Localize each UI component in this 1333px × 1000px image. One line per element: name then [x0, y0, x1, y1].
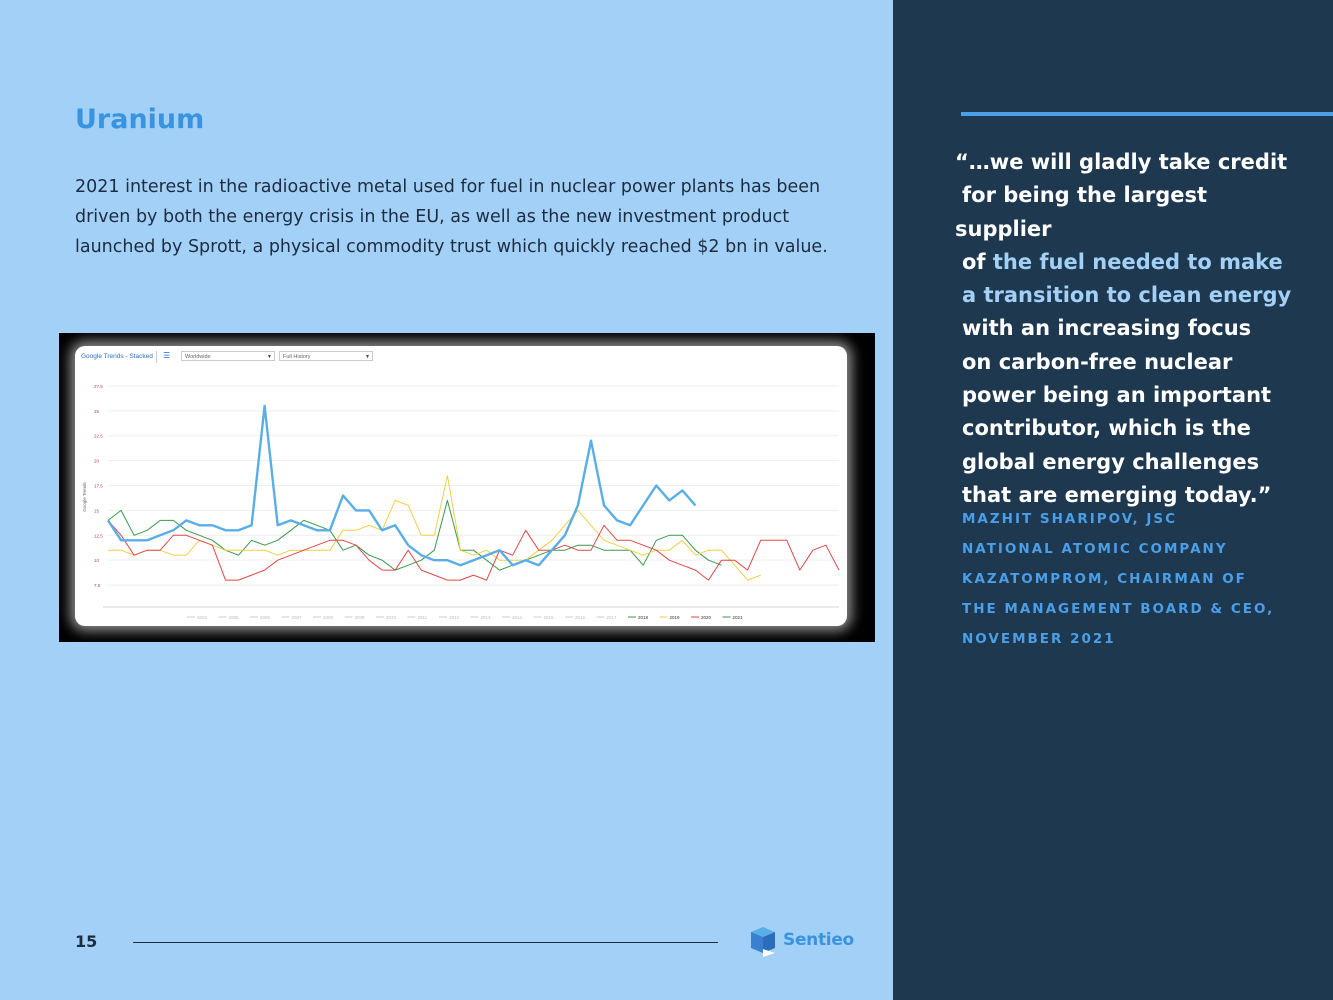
quote-accent-rule: [961, 112, 1333, 116]
footer-divider: [133, 942, 718, 943]
y-tick-label: 27.5: [94, 384, 103, 389]
y-tick-label: 25: [94, 409, 100, 414]
legend-label: 2005: [229, 615, 240, 620]
legend-label: 2010: [386, 615, 397, 620]
chevron-down-icon: ▼: [365, 354, 370, 360]
attribution-line: MAZHIT SHARIPOV, JSC: [962, 511, 1177, 527]
attribution-line: NOVEMBER 2021: [962, 631, 1116, 647]
quote-line: with an increasing focus: [962, 316, 1252, 341]
quote-highlight: the fuel needed to make: [992, 249, 1283, 274]
legend-label: 2016: [575, 615, 586, 620]
legend-label: 2020: [701, 615, 712, 620]
series-line-Uranium: [106, 404, 697, 567]
region-select[interactable]: Worldwide ▼: [181, 351, 275, 361]
y-tick-label: 20: [94, 459, 100, 464]
legend-label: 2008: [323, 615, 334, 620]
quote-line: for being the largest supplier: [955, 183, 1208, 241]
chart-screenshot: 7.5 10 12.5 15 17.5 20 22.5 25 27.5 Google Trends…: [59, 333, 875, 642]
legend-label: 2018: [638, 615, 649, 620]
y-axis-label: Google Trends: [82, 481, 87, 511]
chart-toolbar-title: Google Trends - Stacked: [81, 353, 153, 360]
attribution-line: KAZATOMPROM, CHAIRMAN OF: [962, 571, 1247, 587]
menu-icon[interactable]: ☰: [163, 351, 171, 360]
quote-line: “…we will gladly take credit: [955, 150, 1288, 174]
legend-label: 2017: [607, 615, 618, 620]
series-line-2019: [108, 475, 761, 581]
attribution-line: NATIONAL ATOMIC COMPANY: [962, 541, 1228, 557]
legend-label: 2006: [260, 615, 271, 620]
quote-line: power being an important: [962, 383, 1272, 408]
series-line-2020: [107, 520, 840, 581]
legend-label: 2021: [733, 615, 744, 620]
pull-quote: “…we will gladly take credit for being t…: [955, 146, 1295, 512]
quote-line: on carbon-free nuclear: [962, 349, 1233, 374]
legend-label: 2004: [197, 615, 208, 620]
line-chart: 7.5 10 12.5 15 17.5 20 22.5 25 27.5 Google Trends…: [82, 384, 840, 620]
legend-label: 2019: [670, 615, 681, 620]
legend-label: 2014: [512, 615, 523, 620]
cube-logo-icon: [751, 927, 775, 957]
sentieo-logo: Sentieo: [750, 925, 860, 957]
chart-toolbar: Google Trends - Stacked ☰ Worldwide ▼ Fu…: [79, 350, 379, 364]
legend-label: 2015: [544, 615, 555, 620]
content-panel: Uranium 2021 interest in the radioactive…: [0, 0, 893, 1000]
series-line-2018: [107, 499, 722, 571]
legend-label: 2012: [449, 615, 460, 620]
quote-attribution: MAZHIT SHARIPOV, JSC NATIONAL ATOMIC COM…: [962, 504, 1292, 654]
legend-label: 2007: [292, 615, 303, 620]
logo-wordmark: Sentieo: [783, 930, 854, 950]
y-tick-label: 10: [94, 558, 100, 563]
page-number: 15: [75, 932, 98, 951]
chevron-down-icon: ▼: [267, 354, 272, 360]
legend-label: 2013: [481, 615, 492, 620]
y-tick-label: 17.5: [94, 484, 103, 489]
region-select-value: Worldwide: [185, 354, 211, 360]
toolbar-divider: [156, 351, 157, 363]
y-tick-label: 7.5: [94, 583, 101, 588]
y-tick-label: 12.5: [94, 533, 103, 538]
period-select[interactable]: Full History ▼: [279, 351, 373, 361]
quote-highlight: a transition to clean energy: [962, 283, 1292, 308]
period-select-value: Full History: [283, 354, 311, 360]
y-tick-label: 15: [94, 508, 100, 513]
legend-label: 2009: [355, 615, 366, 620]
quote-line: of: [962, 249, 993, 274]
chart-card: 7.5 10 12.5 15 17.5 20 22.5 25 27.5 Google Trends…: [75, 346, 847, 626]
legend-label: 2011: [418, 615, 428, 620]
y-tick-label: 22.5: [94, 434, 103, 439]
quote-line: global energy challenges: [962, 449, 1260, 474]
attribution-line: THE MANAGEMENT BOARD & CEO,: [962, 601, 1275, 617]
page-title: Uranium: [75, 104, 205, 135]
quote-line: contributor, which is the: [962, 416, 1251, 441]
quote-line: that are emerging today.”: [962, 482, 1272, 507]
body-paragraph: 2021 interest in the radioactive metal u…: [75, 177, 828, 257]
quote-panel: [893, 0, 1333, 1000]
